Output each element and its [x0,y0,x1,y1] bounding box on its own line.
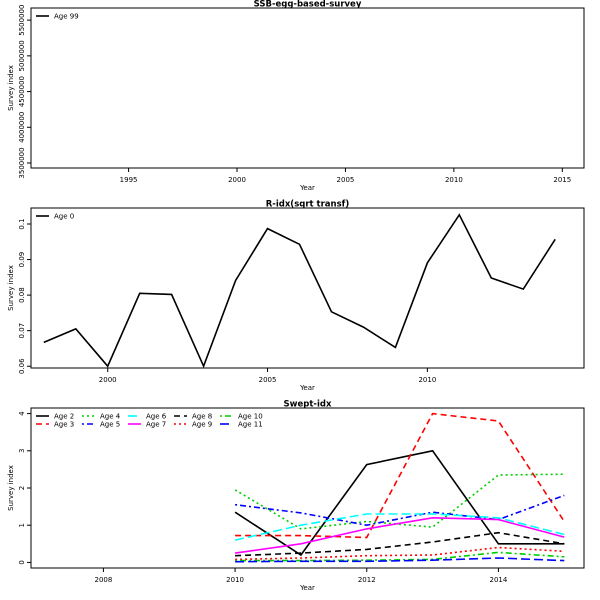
y-tick-label: 0.1 [18,218,26,229]
legend-label: Age 3 [54,421,74,429]
x-tick-label: 2010 [445,176,463,184]
x-tick-label: 2015 [553,176,571,184]
legend: Age 0 [36,213,74,221]
x-tick-label: 2008 [95,576,113,584]
legend-label: Age 7 [146,421,166,429]
y-tick-label: 3 [18,449,26,453]
chart-panel-1: SSB-egg-based-survey 1995 2000 2005 2010 2015… [7,0,585,192]
series-line [43,213,556,369]
x-tick-label: 2010 [226,576,244,584]
x-tick-label: 2005 [337,176,355,184]
series-line [235,412,565,539]
x-tick-label: 1995 [120,176,138,184]
series-line [234,516,565,554]
y-tick-label: 5500000 [18,5,26,36]
legend-label: Age 9 [192,421,212,429]
series-line [235,494,565,527]
y-tick-label: 0.08 [18,287,26,303]
legend-label: Age 11 [238,421,263,429]
legend-label: Age 2 [54,413,74,421]
y-tick-label: 4500000 [18,76,26,107]
chart-panel-2: R-idx(sqrt transf) 2000 2005 2010 0.06 0.07 0.… [7,200,585,392]
chart-title: Swept-idx [284,400,332,410]
y-tick-label: 3500000 [18,147,26,178]
plot-frame [30,7,585,169]
x-tick-label: 2014 [490,576,508,584]
y-axis-label: Survey index [7,265,15,311]
y-tick-label: 0.07 [18,323,26,339]
series-line [235,557,565,563]
chart-title: SSB-egg-based-survey [254,0,362,10]
series-line [234,449,565,557]
y-axis-label: Survey index [7,465,15,511]
legend-label: Age 8 [192,413,212,421]
plot-frame [30,207,585,369]
y-tick-label: 1 [18,523,26,527]
y-tick-label: 2 [18,486,26,490]
series-line [235,531,565,557]
legend-label: Age 10 [238,413,263,421]
y-tick-label: 0.09 [18,252,26,268]
series-line [234,473,565,530]
x-tick-label: 2005 [259,376,277,384]
series-line [235,551,565,562]
legend-label: Age 6 [146,413,167,421]
x-tick-label: 2000 [99,376,117,384]
x-axis-label: Year [299,384,315,392]
series-line [234,513,565,541]
chart-title: R-idx(sqrt transf) [266,200,350,210]
legend-label: Age 99 [54,13,79,21]
y-tick-label: 0.06 [18,358,26,374]
x-tick-label: 2010 [418,376,436,384]
x-axis-label: Year [299,184,315,192]
y-tick-label: 4000000 [18,112,26,143]
legend-label: Age 4 [100,413,121,421]
y-tick-label: 0 [18,560,26,564]
legend-label: Age 5 [100,421,120,429]
x-tick-label: 2012 [358,576,376,584]
y-axis-label: Survey index [7,65,15,111]
legend-label: Age 0 [54,213,74,221]
y-tick-label: 4 [18,411,26,416]
y-tick-label: 5000000 [18,40,26,71]
x-axis-label: Year [299,584,315,592]
x-tick-label: 2000 [228,176,246,184]
chart-panel-3: Swept-idx 2008 2010 2012 2014 0 1 2 3 4 Year Survey… [7,400,585,592]
legend: Age 99 [36,13,79,21]
